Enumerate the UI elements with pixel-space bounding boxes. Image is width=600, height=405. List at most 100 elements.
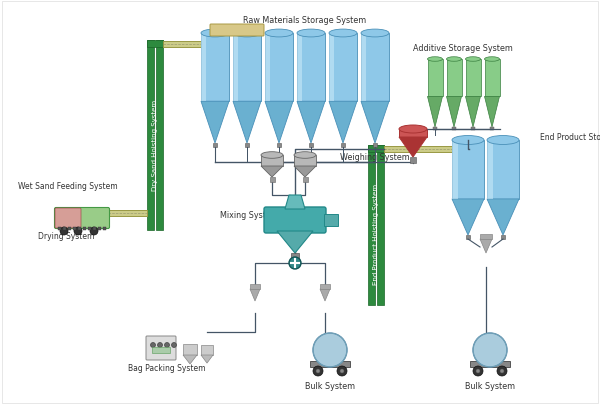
Circle shape	[337, 366, 347, 376]
Polygon shape	[377, 146, 384, 305]
Circle shape	[497, 366, 507, 376]
FancyBboxPatch shape	[55, 209, 81, 228]
Ellipse shape	[466, 58, 481, 62]
Polygon shape	[265, 102, 293, 144]
FancyBboxPatch shape	[210, 25, 264, 37]
Ellipse shape	[297, 30, 325, 38]
Polygon shape	[277, 231, 313, 254]
Polygon shape	[261, 166, 283, 177]
Text: Bulk System: Bulk System	[465, 381, 515, 390]
Circle shape	[313, 366, 323, 376]
Ellipse shape	[201, 30, 229, 38]
Polygon shape	[466, 235, 470, 239]
Text: Mixing System: Mixing System	[220, 211, 279, 220]
Ellipse shape	[487, 136, 519, 145]
Text: Wet Sand Feeding System: Wet Sand Feeding System	[18, 181, 118, 190]
Text: Bulk System: Bulk System	[305, 381, 355, 390]
Text: Bag Packing System: Bag Packing System	[128, 363, 206, 372]
Polygon shape	[320, 284, 330, 289]
Polygon shape	[433, 128, 437, 131]
Polygon shape	[147, 41, 154, 230]
Polygon shape	[78, 228, 81, 230]
Polygon shape	[269, 177, 275, 183]
Circle shape	[90, 228, 98, 235]
Polygon shape	[250, 284, 260, 289]
Text: Weighing System: Weighing System	[340, 153, 410, 162]
Polygon shape	[297, 34, 325, 102]
Circle shape	[500, 369, 504, 373]
Polygon shape	[285, 196, 305, 209]
Ellipse shape	[233, 30, 261, 38]
Polygon shape	[310, 361, 350, 367]
Polygon shape	[201, 34, 229, 102]
Polygon shape	[265, 34, 270, 102]
Polygon shape	[490, 128, 494, 131]
FancyBboxPatch shape	[146, 336, 176, 360]
Polygon shape	[233, 34, 238, 102]
Polygon shape	[58, 228, 61, 230]
Ellipse shape	[452, 136, 484, 145]
Polygon shape	[297, 34, 302, 102]
Polygon shape	[368, 146, 384, 153]
Circle shape	[289, 257, 301, 269]
Polygon shape	[487, 141, 519, 199]
Ellipse shape	[427, 58, 443, 62]
Text: Drying System: Drying System	[38, 231, 94, 241]
Circle shape	[164, 343, 170, 347]
Polygon shape	[294, 156, 316, 166]
Polygon shape	[446, 60, 461, 97]
Polygon shape	[163, 42, 225, 48]
Polygon shape	[487, 199, 519, 235]
Polygon shape	[108, 211, 147, 216]
Polygon shape	[320, 289, 330, 301]
Polygon shape	[341, 144, 345, 148]
Text: End Product Storage System: End Product Storage System	[540, 133, 600, 142]
Circle shape	[151, 343, 155, 347]
Polygon shape	[93, 228, 96, 230]
Polygon shape	[384, 147, 469, 153]
Polygon shape	[466, 60, 481, 97]
Polygon shape	[470, 361, 510, 367]
Polygon shape	[428, 97, 443, 128]
Polygon shape	[88, 228, 91, 230]
Polygon shape	[485, 60, 500, 97]
Polygon shape	[98, 228, 101, 230]
Ellipse shape	[265, 30, 293, 38]
Polygon shape	[452, 199, 484, 235]
Polygon shape	[233, 102, 261, 144]
Polygon shape	[410, 158, 416, 164]
Polygon shape	[250, 289, 260, 301]
Polygon shape	[480, 234, 492, 239]
Polygon shape	[294, 166, 316, 177]
Bar	[152, 347, 170, 353]
Polygon shape	[156, 41, 163, 230]
Ellipse shape	[485, 58, 500, 62]
Polygon shape	[201, 355, 213, 363]
FancyBboxPatch shape	[55, 208, 110, 229]
Polygon shape	[428, 60, 443, 97]
Polygon shape	[183, 355, 197, 364]
Polygon shape	[368, 146, 375, 305]
Polygon shape	[487, 141, 493, 199]
Polygon shape	[265, 34, 293, 102]
Polygon shape	[446, 97, 461, 128]
Polygon shape	[147, 41, 163, 48]
Text: End Product Hoisting System: End Product Hoisting System	[373, 183, 379, 284]
Circle shape	[74, 228, 82, 235]
Polygon shape	[399, 130, 427, 138]
Polygon shape	[324, 215, 338, 226]
Polygon shape	[309, 144, 313, 148]
Polygon shape	[233, 34, 261, 102]
Polygon shape	[245, 144, 249, 148]
Circle shape	[172, 343, 176, 347]
Circle shape	[60, 228, 68, 235]
Polygon shape	[373, 144, 377, 148]
Polygon shape	[471, 128, 475, 131]
Polygon shape	[103, 228, 106, 230]
Polygon shape	[213, 144, 217, 148]
Polygon shape	[480, 239, 492, 254]
Ellipse shape	[261, 152, 283, 159]
Ellipse shape	[361, 30, 389, 38]
Circle shape	[316, 369, 320, 373]
Polygon shape	[501, 235, 505, 239]
